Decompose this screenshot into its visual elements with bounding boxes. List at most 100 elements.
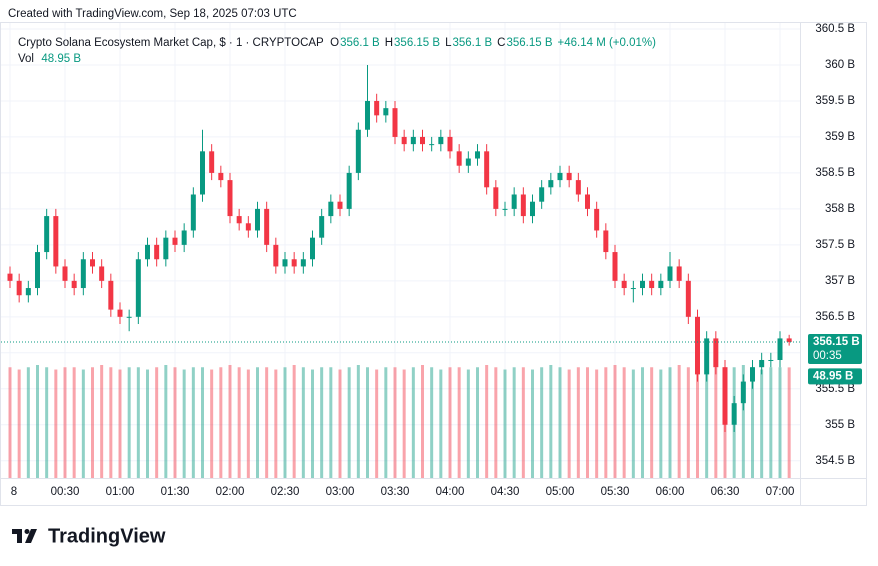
candle-body xyxy=(502,208,508,210)
x-tick-label: 01:30 xyxy=(161,486,190,498)
volume-bar xyxy=(311,369,314,478)
y-tick-label: 358 B xyxy=(825,203,855,215)
brand-name: TradingView xyxy=(48,525,166,547)
candle-body xyxy=(80,259,86,289)
candle-body xyxy=(209,151,215,173)
candle-body xyxy=(62,266,68,281)
candle-body xyxy=(310,237,315,260)
volume-value: 48.95 B xyxy=(41,53,82,65)
candle-body xyxy=(612,252,618,281)
volume-bar xyxy=(81,369,85,478)
volume-bar xyxy=(641,367,644,478)
volume-bar xyxy=(127,367,131,478)
candle-body xyxy=(594,208,600,231)
volume-bar xyxy=(549,365,553,478)
y-tick-label: 354.5 B xyxy=(815,455,855,467)
candle-body xyxy=(539,187,545,202)
volume-bar xyxy=(366,367,369,478)
volume-bar xyxy=(274,369,278,478)
candle-body xyxy=(383,108,389,116)
candle-body xyxy=(585,194,590,209)
volume-bar xyxy=(540,367,544,478)
candle-body xyxy=(337,201,343,209)
volume-bar xyxy=(26,367,30,478)
last-volume-label: 48.95 B xyxy=(813,370,853,382)
candle-body xyxy=(291,259,297,267)
volume-bar xyxy=(466,369,470,478)
candle-body xyxy=(456,151,462,166)
x-tick-label: 8 xyxy=(11,486,17,498)
volume-bar xyxy=(567,369,571,478)
grid xyxy=(1,23,800,478)
candle-body xyxy=(410,136,416,145)
countdown: 00:35 xyxy=(813,350,842,362)
ohlc-value: 356.1 B xyxy=(340,37,380,49)
candle-body xyxy=(786,338,792,343)
volume-tag xyxy=(808,368,862,385)
volume-bar xyxy=(595,369,599,478)
volume-bar xyxy=(677,365,681,478)
candle-body xyxy=(777,338,783,360)
volume-bar xyxy=(283,367,287,478)
y-tick-label: 358.5 B xyxy=(815,167,855,179)
candle-body xyxy=(16,280,22,296)
candle-body xyxy=(245,223,251,231)
volume-bar xyxy=(109,367,113,478)
volume-bar xyxy=(421,365,424,478)
volume-bar xyxy=(430,367,434,478)
candle-body xyxy=(759,359,765,368)
volume-bar xyxy=(36,365,39,478)
volume-bar xyxy=(787,367,791,478)
candle-body xyxy=(511,194,517,209)
candle-body xyxy=(530,201,535,217)
volume-bar xyxy=(63,367,67,478)
volume-bars xyxy=(8,365,791,478)
legend-line: Vol 48.95 B xyxy=(18,51,661,67)
volume-bar xyxy=(182,369,186,478)
y-tick-label: 359 B xyxy=(825,131,855,143)
volume-bar xyxy=(191,367,195,478)
candle-body xyxy=(319,216,325,238)
candle-body xyxy=(90,259,95,267)
volume-bar xyxy=(256,367,259,478)
volume-bar xyxy=(485,365,489,478)
legend-line: Crypto Solana Ecosystem Market Cap, $ · … xyxy=(18,35,661,51)
candle-body xyxy=(154,244,160,260)
candle-body xyxy=(649,280,655,289)
volume-bar xyxy=(54,369,58,478)
candle-body xyxy=(374,100,380,116)
volume-bar xyxy=(375,369,379,478)
volume-bar xyxy=(329,367,333,478)
candle-body xyxy=(704,338,710,375)
ohlc-value: 356.1 B xyxy=(452,37,493,49)
ohlc-key: H xyxy=(384,37,394,49)
candle-body xyxy=(236,216,242,224)
volume-bar xyxy=(292,365,296,478)
volume-bar xyxy=(778,367,782,478)
last-price-label: 356.15 B xyxy=(813,336,860,348)
candle-body xyxy=(99,266,105,281)
candle-body xyxy=(71,280,77,289)
volume-bar xyxy=(347,367,351,478)
candle-body xyxy=(218,172,224,181)
candle-body xyxy=(145,244,150,260)
volume-bar xyxy=(164,365,168,478)
candle-body xyxy=(117,309,123,317)
candle-body xyxy=(667,266,673,281)
candle-body xyxy=(328,201,334,217)
x-tick-label: 06:00 xyxy=(656,486,685,498)
volume-bar xyxy=(91,367,94,478)
volume-bar xyxy=(714,367,718,478)
ohlc-value: 356.15 B xyxy=(506,37,553,49)
candle-body xyxy=(750,367,755,382)
candle-body xyxy=(695,316,700,375)
volume-bar xyxy=(696,369,699,478)
legend: Crypto Solana Ecosystem Market Cap, $ · … xyxy=(18,35,661,67)
chart-frame xyxy=(0,22,867,506)
volume-bar xyxy=(751,367,754,478)
volume-bar xyxy=(705,367,709,478)
candle-body xyxy=(685,280,691,317)
candle-body xyxy=(200,151,205,195)
logo-icon xyxy=(25,529,37,543)
